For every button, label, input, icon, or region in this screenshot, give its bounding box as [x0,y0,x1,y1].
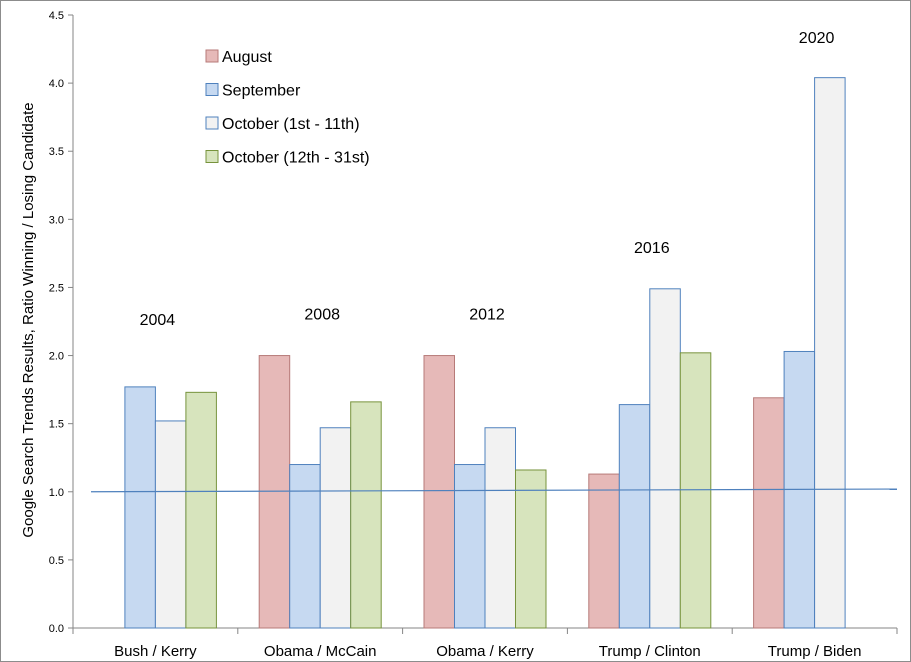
y-tick-label: 1.0 [49,487,64,499]
bar-september-0 [124,386,156,629]
y-tick-label: 4.0 [49,78,64,90]
year-label: 2012 [469,307,505,324]
y-tick-label: 0.5 [49,555,64,567]
bar-october-12th-31st-1 [350,401,382,629]
legend-swatch [205,150,219,163]
legend-swatch [205,49,219,63]
year-label: 2008 [304,307,340,324]
reference-line-group [90,488,898,493]
bars [124,77,846,629]
legend: August September October (1st - 11th) Octob… [205,49,370,167]
y-tick-label: 2.0 [49,351,64,363]
bar-october-1st-11th-4 [814,77,846,629]
y-axis-label: Google Search Trends Results, Ratio Winn… [20,102,37,537]
y-tick-label: 0.0 [49,623,64,635]
bar-september-2 [454,464,486,629]
legend-label: September [222,83,301,100]
bar-august-3 [588,473,620,629]
y-tick-label: 3.0 [49,214,64,226]
bar-september-3 [618,404,651,629]
year-label: 2020 [799,30,835,47]
legend-swatch [205,116,219,130]
bar-october-12th-31st-3 [679,352,712,629]
bar-october-1st-11th-1 [319,427,352,629]
year-label: 2004 [140,312,176,329]
x-tick-label: Bush / Kerry [114,643,197,660]
labels: Bush / Kerry Obama / McCain Obama / Kerry T… [114,30,861,660]
bar-october-1st-11th-2 [484,427,516,629]
bar-august-4 [753,397,785,629]
bar-october-12th-31st-0 [185,391,217,629]
year-label: 2016 [634,240,670,257]
bar-september-1 [289,464,321,629]
legend-swatch [205,83,219,96]
x-tick-label: Trump / Clinton [599,643,701,660]
bar-october-1st-11th-3 [649,288,681,629]
y-tick-label: 4.5 [49,10,64,22]
y-tick-label: 1.5 [49,419,64,431]
y-tick-label: 3.5 [49,146,64,158]
legend-label: August [222,49,272,66]
bar-august-2 [423,355,455,629]
legend-label: October (1st - 11th) [222,116,360,133]
x-tick-label: Obama / Kerry [436,643,534,660]
reference-line [90,488,898,493]
x-tick-label: Obama / McCain [264,643,377,660]
bar-october-12th-31st-2 [515,469,547,629]
legend-label: October (12th - 31st) [222,150,370,167]
y-tick-label: 2.5 [49,282,64,294]
x-tick-label: Trump / Biden [768,643,862,660]
bar-october-1st-11th-0 [154,420,187,629]
